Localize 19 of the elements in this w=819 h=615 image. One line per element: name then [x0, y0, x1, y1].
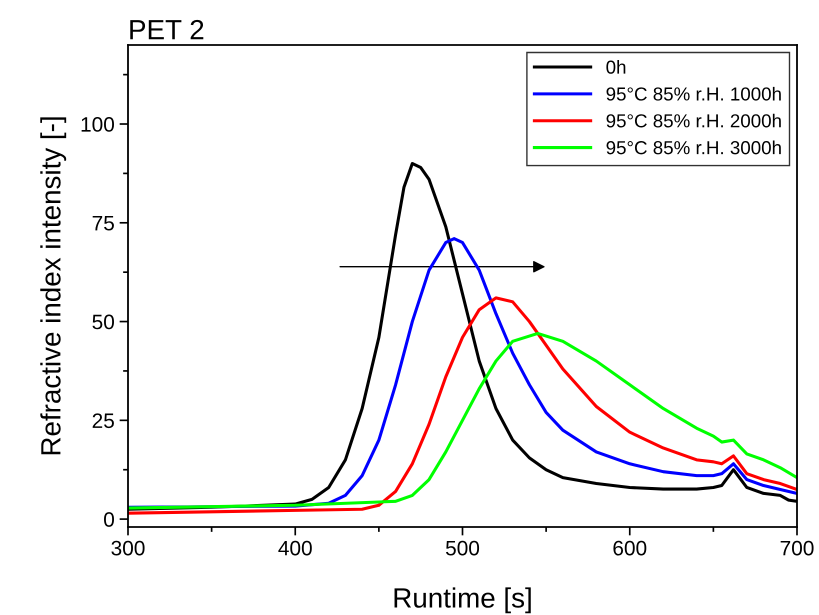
- legend-label: 95°C 85% r.H. 1000h: [606, 86, 781, 101]
- x-tick-label: 300: [111, 540, 145, 556]
- y-tick-label: 0: [104, 512, 114, 527]
- line-series: [128, 332, 797, 510]
- y-tick-label: 100: [82, 117, 114, 132]
- chart-title: PET 2: [130, 20, 204, 40]
- legend-label: 95°C 85% r.H. 2000h: [606, 114, 781, 128]
- x-tick-label: 500: [446, 540, 480, 556]
- legend-label: 95°C 85% r.H. 3000h: [606, 140, 781, 154]
- x-tick-label: 400: [278, 540, 312, 556]
- x-tick-label: 700: [780, 540, 814, 556]
- x-axis-title: Runtime [s]: [394, 587, 531, 614]
- y-axis-title: Refractive index intensity [-]: [40, 117, 66, 454]
- y-tick-label: 25: [92, 413, 114, 428]
- y-tick-label: 50: [92, 314, 114, 330]
- legend-label: 0h: [606, 60, 626, 74]
- y-tick-label: 75: [92, 216, 114, 231]
- line-series: [128, 296, 797, 515]
- x-tick-label: 600: [613, 540, 646, 556]
